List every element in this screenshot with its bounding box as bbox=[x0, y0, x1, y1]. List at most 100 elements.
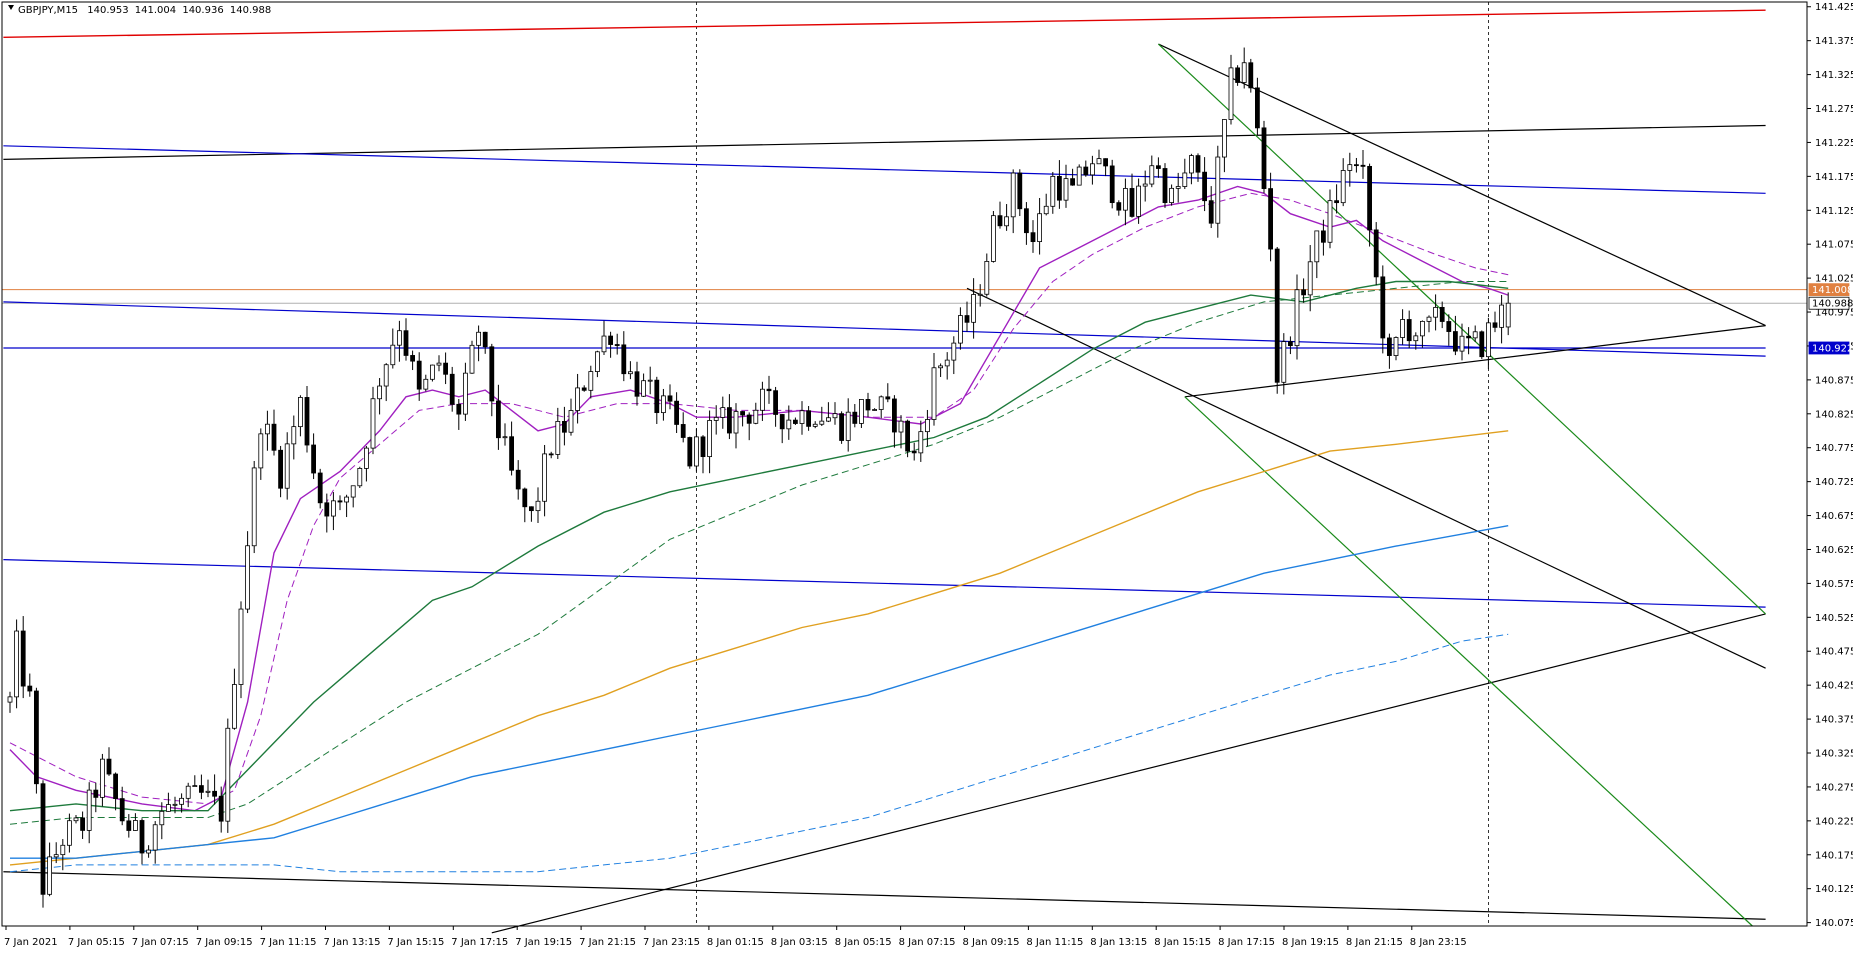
candle bbox=[786, 405, 792, 440]
candle bbox=[1347, 152, 1353, 187]
candle-body bbox=[1169, 187, 1174, 204]
y-tick-label: 140.775 bbox=[1815, 443, 1853, 454]
x-tick-label: 8 Jan 13:15 bbox=[1090, 937, 1147, 948]
candle bbox=[641, 373, 646, 397]
candle-body bbox=[146, 849, 152, 854]
x-tick-label: 7 Jan 13:15 bbox=[324, 937, 381, 948]
candle bbox=[925, 409, 930, 447]
candle bbox=[1235, 65, 1240, 86]
candle-body bbox=[1004, 216, 1009, 227]
candle bbox=[621, 331, 627, 382]
candle bbox=[845, 398, 851, 452]
y-tick-label: 141.325 bbox=[1815, 70, 1853, 81]
candle-body bbox=[555, 421, 561, 455]
candle-body bbox=[707, 420, 712, 458]
candle bbox=[1360, 150, 1366, 179]
candle-body bbox=[245, 545, 251, 610]
candle-body bbox=[779, 414, 785, 430]
candle-body bbox=[1142, 183, 1148, 187]
candle bbox=[568, 398, 574, 436]
candle-body bbox=[344, 496, 350, 503]
candle-body bbox=[1301, 289, 1306, 296]
candle bbox=[1129, 173, 1135, 218]
candle-body bbox=[905, 420, 910, 452]
y-tick-label: 140.525 bbox=[1815, 613, 1853, 624]
candle-body bbox=[1202, 171, 1207, 202]
candle bbox=[1387, 333, 1392, 369]
candle bbox=[1294, 274, 1300, 360]
candle bbox=[449, 366, 455, 412]
candle bbox=[1103, 158, 1108, 177]
candle bbox=[152, 821, 158, 864]
candle bbox=[575, 373, 580, 424]
candle-body bbox=[27, 685, 33, 692]
candle-body bbox=[396, 330, 402, 346]
candle bbox=[878, 395, 884, 419]
candle-body bbox=[185, 785, 191, 799]
x-tick-label: 7 Jan 17:15 bbox=[451, 937, 508, 948]
candle-body bbox=[1327, 200, 1333, 243]
candle bbox=[73, 814, 79, 824]
candle-body bbox=[641, 380, 646, 397]
candle-body bbox=[562, 421, 567, 433]
candle bbox=[1459, 323, 1465, 361]
candle bbox=[1248, 58, 1254, 93]
candle bbox=[733, 403, 739, 449]
candle-body bbox=[284, 443, 290, 489]
trend-line-9 bbox=[1184, 325, 1766, 398]
candle bbox=[548, 451, 554, 459]
symbol-dropdown-icon[interactable] bbox=[8, 5, 14, 10]
candle bbox=[1307, 245, 1313, 312]
high-value: 141.004 bbox=[135, 5, 176, 16]
candle bbox=[819, 406, 825, 427]
candle bbox=[1050, 171, 1056, 214]
candle bbox=[1479, 330, 1485, 359]
candle bbox=[1327, 189, 1333, 249]
candle bbox=[403, 318, 409, 361]
candle bbox=[198, 774, 204, 800]
candle bbox=[872, 408, 877, 411]
candle-body bbox=[845, 411, 851, 441]
candle-body bbox=[218, 795, 224, 822]
candle-body bbox=[647, 379, 653, 382]
candle bbox=[377, 378, 383, 415]
candle bbox=[601, 320, 607, 355]
candle bbox=[1505, 292, 1511, 336]
candle-body bbox=[806, 410, 811, 427]
candle bbox=[971, 278, 976, 339]
candle bbox=[489, 343, 495, 417]
trend-line-2 bbox=[3, 145, 1766, 194]
candle bbox=[1142, 170, 1148, 202]
candle-body bbox=[1453, 331, 1458, 352]
x-tick-label: 8 Jan 23:15 bbox=[1410, 937, 1467, 948]
candle bbox=[423, 374, 429, 392]
candle bbox=[812, 421, 818, 429]
candle-body bbox=[1281, 341, 1287, 383]
candle-body bbox=[192, 785, 198, 787]
candle bbox=[278, 445, 284, 498]
candle bbox=[700, 435, 706, 474]
candle-body bbox=[502, 436, 508, 439]
candle-body bbox=[1321, 230, 1326, 243]
price-tag-label: 140.922 bbox=[1812, 343, 1853, 354]
candle bbox=[779, 414, 785, 444]
candle bbox=[667, 384, 673, 410]
candle-body bbox=[628, 371, 633, 375]
candle-body bbox=[14, 630, 20, 698]
candle bbox=[1301, 278, 1306, 303]
candle-body bbox=[1340, 170, 1346, 204]
candle bbox=[1189, 153, 1194, 185]
candle bbox=[192, 775, 198, 787]
candle bbox=[1321, 219, 1326, 256]
candle-body bbox=[476, 331, 482, 346]
symbol-label: GBPJPY,M15 bbox=[18, 5, 78, 16]
x-tick-label: 8 Jan 17:15 bbox=[1218, 937, 1275, 948]
candle-body bbox=[529, 506, 534, 512]
candle bbox=[146, 845, 152, 858]
candle bbox=[694, 428, 699, 472]
y-tick-label: 141.275 bbox=[1815, 104, 1853, 115]
candle-body bbox=[773, 390, 778, 415]
candle bbox=[1070, 168, 1075, 186]
